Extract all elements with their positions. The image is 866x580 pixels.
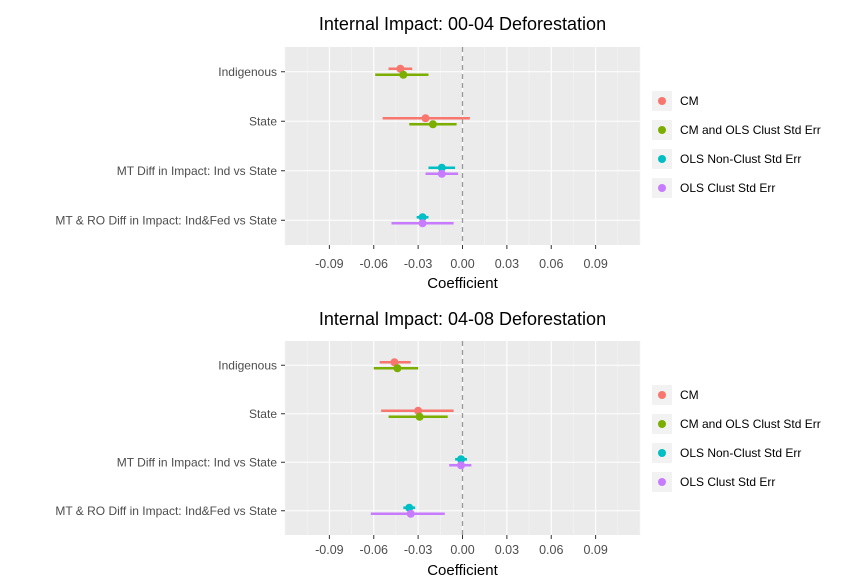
point-estimate — [393, 364, 402, 373]
legend-marker — [658, 391, 666, 399]
chart-title: Internal Impact: 00-04 Deforestation — [319, 14, 606, 34]
point-estimate — [415, 412, 424, 421]
x-tick-label: -0.09 — [315, 257, 344, 271]
legend-marker — [658, 126, 666, 134]
legend-marker — [658, 420, 666, 428]
x-tick-label: -0.03 — [404, 257, 433, 271]
y-tick-label: MT Diff in Impact: Ind vs State — [117, 455, 278, 469]
legend-label: OLS Non-Clust Std Err — [680, 152, 801, 166]
x-tick-label: 0.00 — [450, 257, 474, 271]
point-estimate — [418, 213, 427, 222]
point-estimate — [406, 509, 415, 518]
point-estimate — [405, 503, 414, 512]
y-tick-label: State — [249, 407, 277, 421]
point-estimate — [421, 114, 430, 123]
point-estimate — [457, 455, 466, 464]
x-tick-label: 0.03 — [495, 257, 519, 271]
x-axis-label: Coefficient — [427, 275, 498, 292]
y-tick-label: Indigenous — [218, 65, 277, 79]
legend-marker — [658, 449, 666, 457]
y-tick-label: State — [249, 114, 277, 128]
x-tick-label: 0.09 — [583, 543, 607, 557]
x-tick-label: -0.06 — [360, 257, 389, 271]
legend-label: CM — [680, 94, 699, 108]
y-tick-label: MT & RO Diff in Impact: Ind&Fed vs State — [55, 213, 277, 227]
point-estimate — [396, 64, 405, 73]
x-tick-label: -0.03 — [404, 543, 433, 557]
x-tick-label: 0.06 — [539, 257, 563, 271]
x-tick-label: 0.00 — [450, 543, 474, 557]
legend-marker — [658, 155, 666, 163]
x-tick-label: 0.03 — [495, 543, 519, 557]
legend-label: OLS Non-Clust Std Err — [680, 446, 801, 460]
legend-label: CM and OLS Clust Std Err — [680, 417, 821, 431]
point-estimate — [437, 163, 446, 172]
point-estimate — [399, 70, 408, 79]
legend-label: OLS Clust Std Err — [680, 475, 775, 489]
y-tick-label: MT & RO Diff in Impact: Ind&Fed vs State — [55, 504, 277, 518]
legend-label: CM — [680, 388, 699, 402]
legend-marker — [658, 478, 666, 486]
x-tick-label: -0.06 — [360, 543, 389, 557]
x-tick-label: 0.09 — [583, 257, 607, 271]
point-estimate — [418, 219, 427, 228]
point-estimate — [437, 169, 446, 178]
x-tick-label: 0.06 — [539, 543, 563, 557]
legend-label: OLS Clust Std Err — [680, 181, 775, 195]
legend-marker — [658, 97, 666, 105]
y-tick-label: Indigenous — [218, 358, 277, 372]
legend-label: CM and OLS Clust Std Err — [680, 123, 821, 137]
point-estimate — [457, 461, 466, 470]
chart-title: Internal Impact: 04-08 Deforestation — [319, 309, 606, 329]
panel-1: Indigenous State MT Diff in Impact: Ind vs… — [55, 14, 820, 292]
point-estimate — [428, 120, 437, 129]
legend-marker — [658, 184, 666, 192]
point-estimate — [414, 406, 423, 415]
point-estimate — [390, 358, 399, 367]
y-tick-label: MT Diff in Impact: Ind vs State — [117, 164, 278, 178]
x-tick-label: -0.09 — [315, 543, 344, 557]
x-axis-label: Coefficient — [427, 562, 498, 579]
panel-2: Indigenous State MT Diff in Impact: Ind vs… — [55, 309, 820, 579]
